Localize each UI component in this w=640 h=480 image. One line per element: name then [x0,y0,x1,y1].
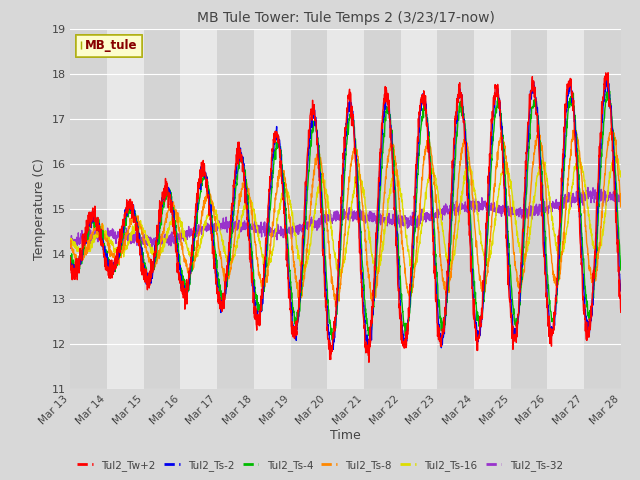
Bar [511,29,547,389]
Bar [144,29,180,389]
Y-axis label: Temperature (C): Temperature (C) [33,158,46,260]
Title: MB Tule Tower: Tule Temps 2 (3/23/17-now): MB Tule Tower: Tule Temps 2 (3/23/17-now… [196,11,495,25]
Bar [364,29,401,389]
Legend: MB_tule: MB_tule [76,35,142,57]
Bar [584,29,621,389]
Bar [70,29,107,389]
Bar [291,29,327,389]
Bar [437,29,474,389]
Legend: Tul2_Tw+2, Tul2_Ts-2, Tul2_Ts-4, Tul2_Ts-8, Tul2_Ts-16, Tul2_Ts-32: Tul2_Tw+2, Tul2_Ts-2, Tul2_Ts-4, Tul2_Ts… [73,456,567,475]
Bar [217,29,254,389]
X-axis label: Time: Time [330,429,361,442]
